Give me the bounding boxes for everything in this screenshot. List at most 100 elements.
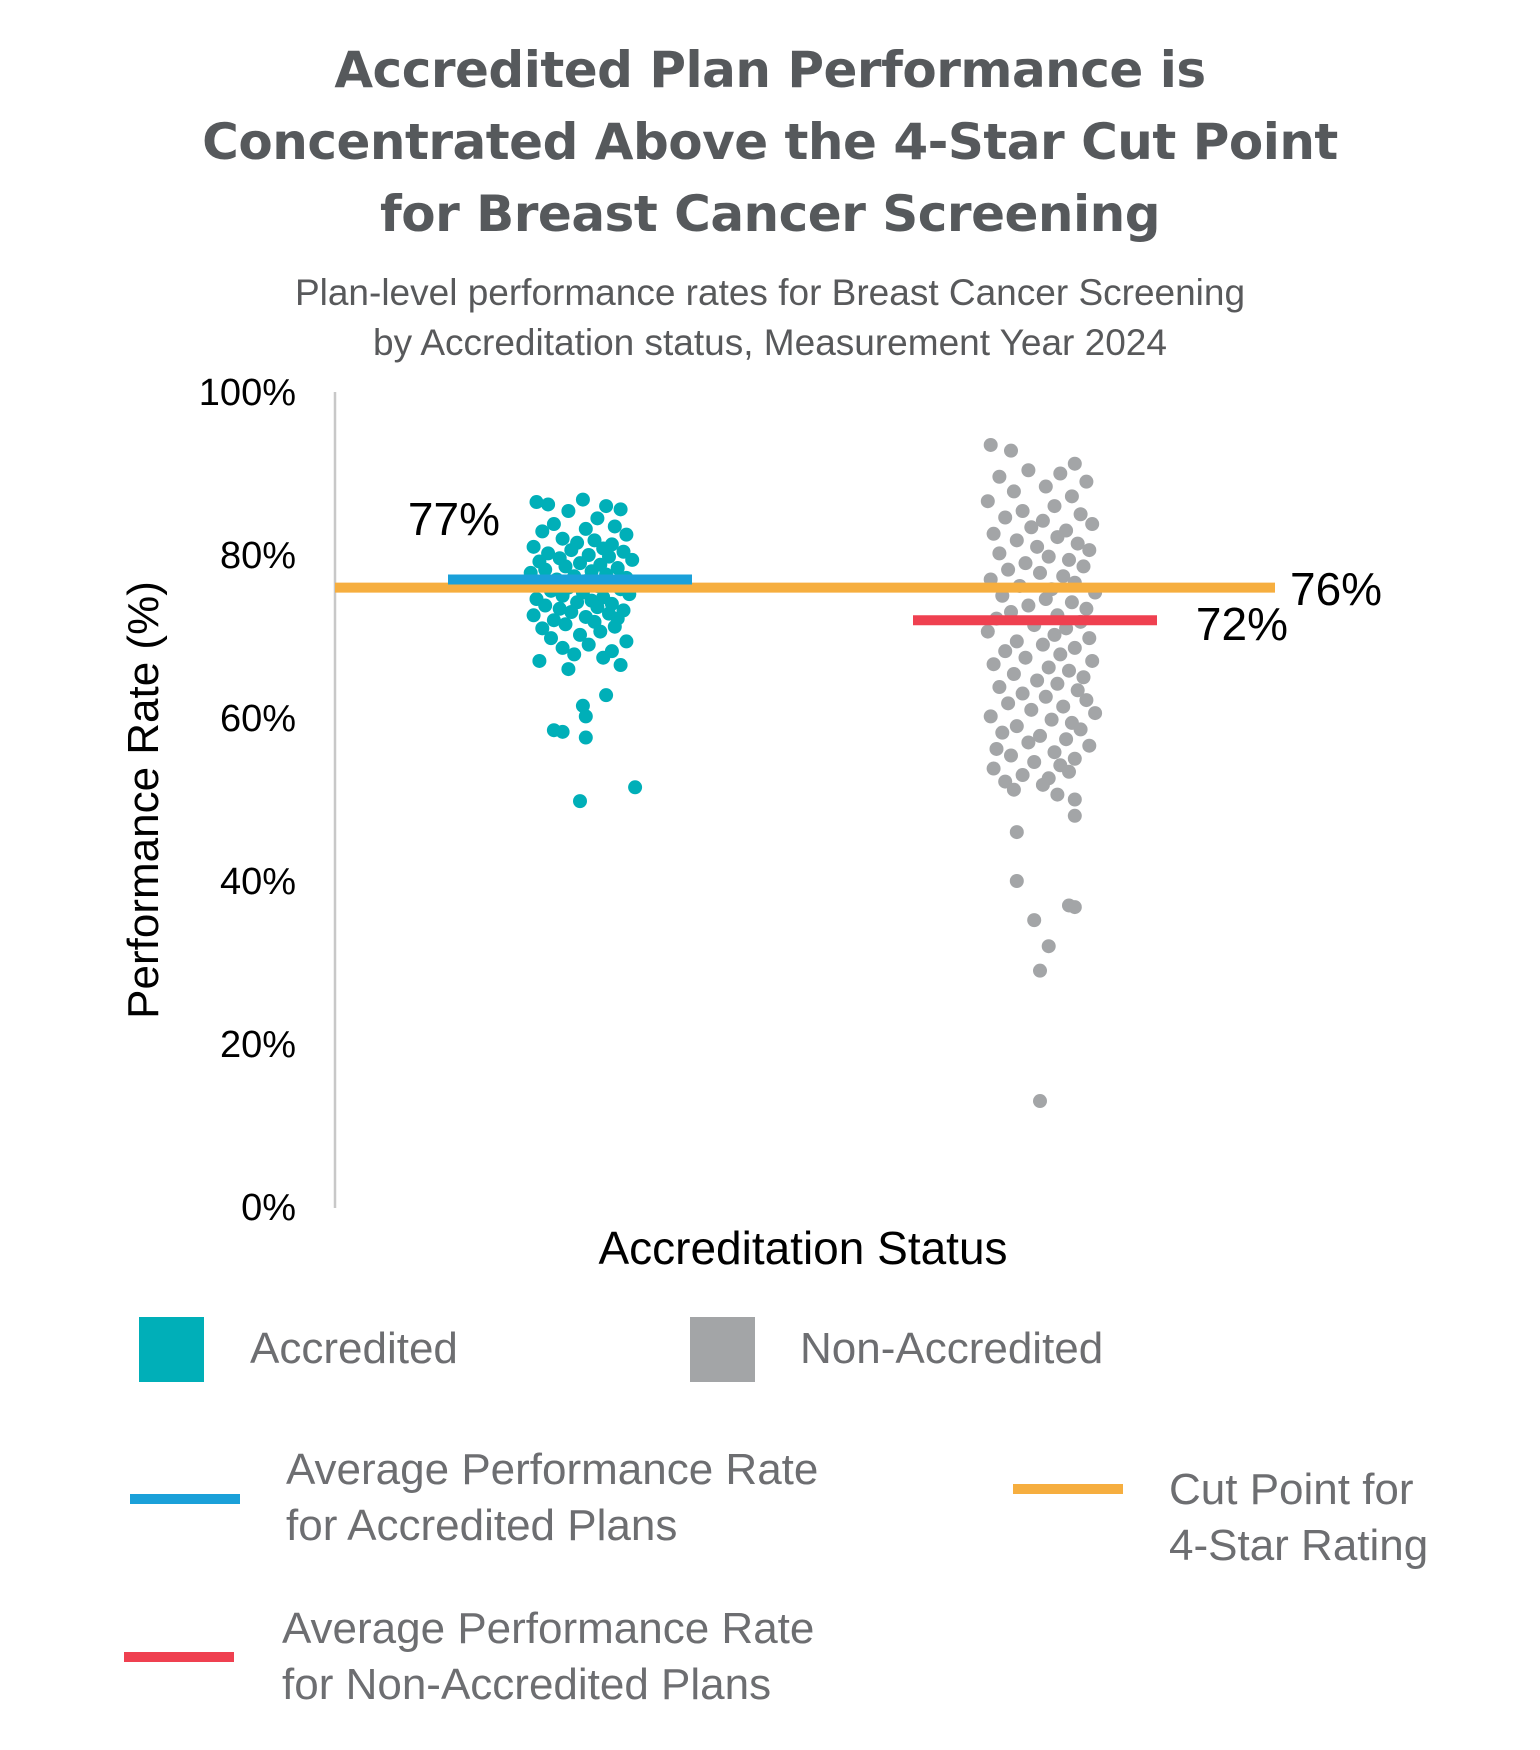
data-point-non-accredited bbox=[980, 624, 995, 639]
data-point-non-accredited bbox=[1001, 562, 1016, 577]
data-point-non-accredited bbox=[1064, 595, 1079, 610]
data-point-accredited bbox=[555, 640, 570, 655]
data-point-accredited bbox=[561, 503, 576, 518]
data-point-non-accredited bbox=[1006, 666, 1021, 681]
data-point-non-accredited bbox=[1038, 592, 1053, 607]
y-tick-label: 20% bbox=[220, 1024, 296, 1066]
data-point-accredited bbox=[567, 647, 582, 662]
data-point-non-accredited bbox=[998, 510, 1013, 525]
y-tick-label: 100% bbox=[199, 372, 296, 414]
data-point-accredited bbox=[564, 605, 579, 620]
y-tick-label: 40% bbox=[220, 861, 296, 903]
data-point-non-accredited bbox=[998, 644, 1013, 659]
y-axis-title: Performance Rate (%) bbox=[119, 581, 168, 1019]
legend-avg-accredited-line-1: Average Performance Rate bbox=[286, 1445, 819, 1494]
legend-cut-point-line-1: Cut Point for bbox=[1169, 1465, 1414, 1514]
data-point-non-accredited bbox=[1041, 939, 1056, 954]
data-point-accredited bbox=[544, 631, 558, 646]
data-point-non-accredited bbox=[1079, 601, 1094, 616]
data-point-accredited bbox=[558, 559, 573, 574]
data-point-non-accredited bbox=[1082, 738, 1097, 753]
data-point-non-accredited bbox=[1021, 735, 1036, 750]
data-point-non-accredited bbox=[1018, 650, 1033, 665]
data-point-accredited bbox=[564, 543, 579, 558]
data-point-non-accredited bbox=[1024, 702, 1039, 717]
data-point-non-accredited bbox=[986, 526, 1001, 541]
data-point-non-accredited bbox=[1033, 963, 1047, 978]
legend-swatch-cut-point bbox=[1013, 1484, 1123, 1494]
data-point-accredited bbox=[538, 562, 553, 577]
data-point-non-accredited bbox=[983, 709, 998, 724]
data-point-accredited bbox=[619, 527, 634, 542]
data-point-accredited bbox=[628, 780, 643, 795]
legend-avg-non-accredited-line-2: for Non-Accredited Plans bbox=[282, 1660, 772, 1709]
data-point-accredited bbox=[581, 637, 596, 652]
legend-label-non-accredited: Non-Accredited bbox=[800, 1324, 1104, 1373]
data-point-non-accredited bbox=[1015, 686, 1030, 701]
data-point-non-accredited bbox=[1070, 536, 1085, 551]
data-point-non-accredited bbox=[1035, 637, 1050, 652]
data-point-accredited bbox=[575, 698, 590, 713]
data-point-non-accredited bbox=[1053, 466, 1068, 481]
data-point-non-accredited bbox=[995, 725, 1010, 740]
data-point-non-accredited bbox=[1024, 520, 1039, 535]
data-point-non-accredited bbox=[1062, 552, 1076, 567]
y-tick-label: 80% bbox=[220, 535, 296, 577]
data-point-non-accredited bbox=[1082, 631, 1097, 646]
data-point-accredited bbox=[546, 517, 561, 532]
x-axis-title: Accreditation Status bbox=[598, 1222, 1007, 1274]
data-point-accredited bbox=[613, 658, 628, 673]
data-point-accredited bbox=[535, 621, 550, 636]
data-point-accredited bbox=[599, 688, 614, 703]
data-point-non-accredited bbox=[1073, 722, 1088, 737]
data-point-accredited bbox=[561, 662, 576, 677]
data-point-non-accredited bbox=[1067, 640, 1082, 655]
data-point-non-accredited bbox=[1056, 699, 1071, 714]
data-point-non-accredited bbox=[1067, 900, 1082, 915]
data-point-non-accredited bbox=[992, 546, 1007, 561]
data-point-non-accredited bbox=[1001, 696, 1016, 711]
legend-avg-accredited-line-2: for Accredited Plans bbox=[286, 1501, 678, 1550]
legend-label-avg-non-accredited: Average Performance Rate for Non-Accredi… bbox=[282, 1601, 814, 1713]
data-point-non-accredited bbox=[1064, 489, 1079, 504]
data-point-accredited bbox=[526, 608, 541, 623]
data-point-non-accredited bbox=[1033, 565, 1047, 580]
data-point-accredited bbox=[599, 499, 614, 514]
data-point-non-accredited bbox=[1050, 676, 1065, 691]
data-point-accredited bbox=[529, 495, 544, 510]
data-point-non-accredited bbox=[1015, 768, 1030, 783]
data-point-non-accredited bbox=[1062, 764, 1076, 779]
data-point-accredited bbox=[607, 619, 622, 634]
data-point-non-accredited bbox=[1067, 751, 1082, 766]
data-point-accredited bbox=[596, 650, 611, 665]
data-point-non-accredited bbox=[1076, 670, 1091, 685]
data-point-non-accredited bbox=[1085, 653, 1100, 668]
data-point-non-accredited bbox=[1006, 484, 1021, 499]
data-point-non-accredited bbox=[1088, 706, 1103, 721]
legend-swatch-avg-accredited bbox=[130, 1494, 240, 1504]
data-point-non-accredited bbox=[1009, 825, 1024, 840]
data-point-accredited bbox=[578, 730, 593, 745]
data-point-non-accredited bbox=[1033, 1094, 1047, 1109]
data-point-non-accredited bbox=[1067, 792, 1082, 807]
data-point-non-accredited bbox=[1038, 479, 1053, 494]
avg-accredited-label: 77% bbox=[408, 493, 500, 545]
data-point-non-accredited bbox=[1050, 787, 1065, 802]
data-point-non-accredited bbox=[1030, 673, 1045, 688]
data-point-non-accredited bbox=[1035, 513, 1050, 528]
data-point-non-accredited bbox=[1085, 517, 1100, 532]
legend-label-accredited: Accredited bbox=[250, 1324, 458, 1373]
data-point-accredited bbox=[573, 556, 587, 571]
data-point-accredited bbox=[555, 531, 570, 546]
data-point-accredited bbox=[541, 497, 556, 512]
data-point-non-accredited bbox=[1021, 598, 1036, 613]
data-point-non-accredited bbox=[1027, 913, 1042, 928]
data-point-non-accredited bbox=[1021, 463, 1036, 478]
data-point-non-accredited bbox=[1033, 728, 1047, 743]
data-point-accredited bbox=[613, 502, 628, 517]
cut-point-label: 76% bbox=[1290, 563, 1382, 615]
legend-cut-point-line-2: 4-Star Rating bbox=[1169, 1521, 1429, 1570]
data-point-non-accredited bbox=[1035, 777, 1050, 792]
data-point-non-accredited bbox=[1009, 874, 1024, 888]
data-point-accredited bbox=[526, 539, 541, 554]
